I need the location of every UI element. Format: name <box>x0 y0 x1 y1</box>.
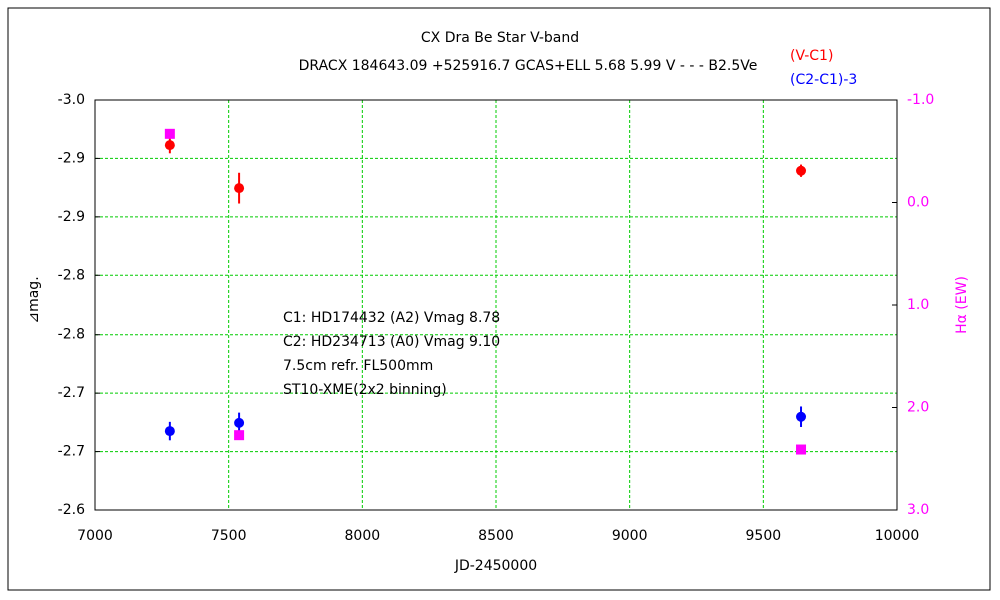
x-tick-label: 9000 <box>612 528 648 544</box>
y2-tick-label: 0.0 <box>907 195 929 211</box>
annotation: 7.5cm refr. FL500mm <box>283 358 433 374</box>
legend-entry: (C2-C1)-3 <box>790 72 857 88</box>
y2-tick-label: 2.0 <box>907 400 929 416</box>
point <box>164 140 175 151</box>
point <box>796 411 807 422</box>
x-axis-label: JD-2450000 <box>454 558 537 574</box>
y-axis-label: ⊿mag. <box>26 276 42 323</box>
y2-axis-label: Hα (EW) <box>954 276 970 334</box>
chart-subtitle: DRACX 184643.09 +525916.7 GCAS+ELL 5.68 … <box>299 58 758 74</box>
annotation: C1: HD174432 (A2) Vmag 8.78 <box>283 310 500 326</box>
x-tick-label: 8500 <box>478 528 514 544</box>
point <box>164 128 175 139</box>
x-tick-label: 8000 <box>345 528 381 544</box>
plot-border <box>94 99 898 511</box>
point <box>796 165 807 176</box>
chart-title: CX Dra Be Star V-band <box>421 30 579 46</box>
point <box>234 417 245 428</box>
x-tick-label: 10000 <box>875 528 920 544</box>
point <box>234 430 245 441</box>
y-tick-label: -2.8 <box>58 267 85 283</box>
y-tick-label: -2.7 <box>58 444 85 460</box>
x-tick-label: 7000 <box>77 528 113 544</box>
y-tick-label: -2.6 <box>58 502 85 518</box>
annotation: C2: HD234713 (A0) Vmag 9.10 <box>283 334 500 350</box>
y-tick-label: -2.7 <box>58 385 85 401</box>
y-tick-label: -2.9 <box>58 209 85 225</box>
y2-tick-label: 1.0 <box>907 297 929 313</box>
point <box>796 444 807 455</box>
point <box>234 183 245 194</box>
y2-tick-label: 3.0 <box>907 502 929 518</box>
point <box>164 426 175 437</box>
legend-entry: (V-C1) <box>790 48 833 64</box>
annotation: ST10-XME(2x2 binning) <box>283 382 447 398</box>
x-tick-label: 9500 <box>746 528 782 544</box>
y2-tick-label: -1.0 <box>907 92 934 108</box>
y-tick-label: -3.0 <box>58 92 85 108</box>
y-tick-label: -2.9 <box>58 150 85 166</box>
x-tick-label: 7500 <box>211 528 247 544</box>
y-tick-label: -2.8 <box>58 327 85 343</box>
